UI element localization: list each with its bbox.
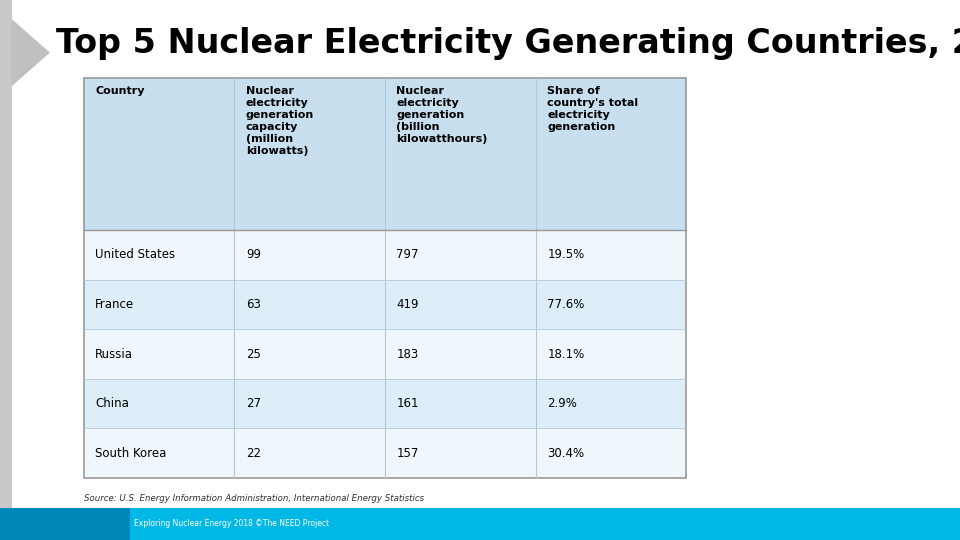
Text: 99: 99 [246,248,261,261]
Text: 797: 797 [396,248,419,261]
Text: South Korea: South Korea [95,447,166,460]
Bar [130,508,960,540]
Bar [84,379,686,428]
Text: 161: 161 [396,397,419,410]
Text: China: China [95,397,129,410]
Text: Nuclear
electricity
generation
capacity
(million
kilowatts): Nuclear electricity generation capacity … [246,86,314,157]
Text: Share of
country's total
electricity
generation: Share of country's total electricity gen… [547,86,638,132]
Text: 27: 27 [246,397,261,410]
Text: France: France [95,298,134,311]
Text: 19.5%: 19.5% [547,248,585,261]
Bar [84,78,686,478]
Bar [84,280,686,329]
Bar [0,0,12,540]
Text: 77.6%: 77.6% [547,298,585,311]
Text: 419: 419 [396,298,419,311]
Text: Russia: Russia [95,348,133,361]
Text: Exploring Nuclear Energy 2018 ©The NEED Project: Exploring Nuclear Energy 2018 ©The NEED … [134,519,329,528]
Text: Country: Country [95,86,145,97]
Bar [0,508,130,540]
Text: 2.9%: 2.9% [547,397,577,410]
Bar [84,329,686,379]
Text: Nuclear
electricity
generation
(billion
kilowatthours): Nuclear electricity generation (billion … [396,86,488,144]
Text: 63: 63 [246,298,260,311]
Text: Top 5 Nuclear Electricity Generating Countries, 2015: Top 5 Nuclear Electricity Generating Cou… [56,27,960,60]
Text: Source: U.S. Energy Information Administration, International Energy Statistics: Source: U.S. Energy Information Administ… [84,494,423,503]
Text: United States: United States [95,248,175,261]
Text: 183: 183 [396,348,419,361]
Text: 22: 22 [246,447,261,460]
Text: 30.4%: 30.4% [547,447,585,460]
Text: 25: 25 [246,348,260,361]
Text: 18.1%: 18.1% [547,348,585,361]
Polygon shape [12,19,50,86]
Text: 157: 157 [396,447,419,460]
Bar [84,428,686,478]
Bar [84,78,686,230]
Bar [84,230,686,280]
